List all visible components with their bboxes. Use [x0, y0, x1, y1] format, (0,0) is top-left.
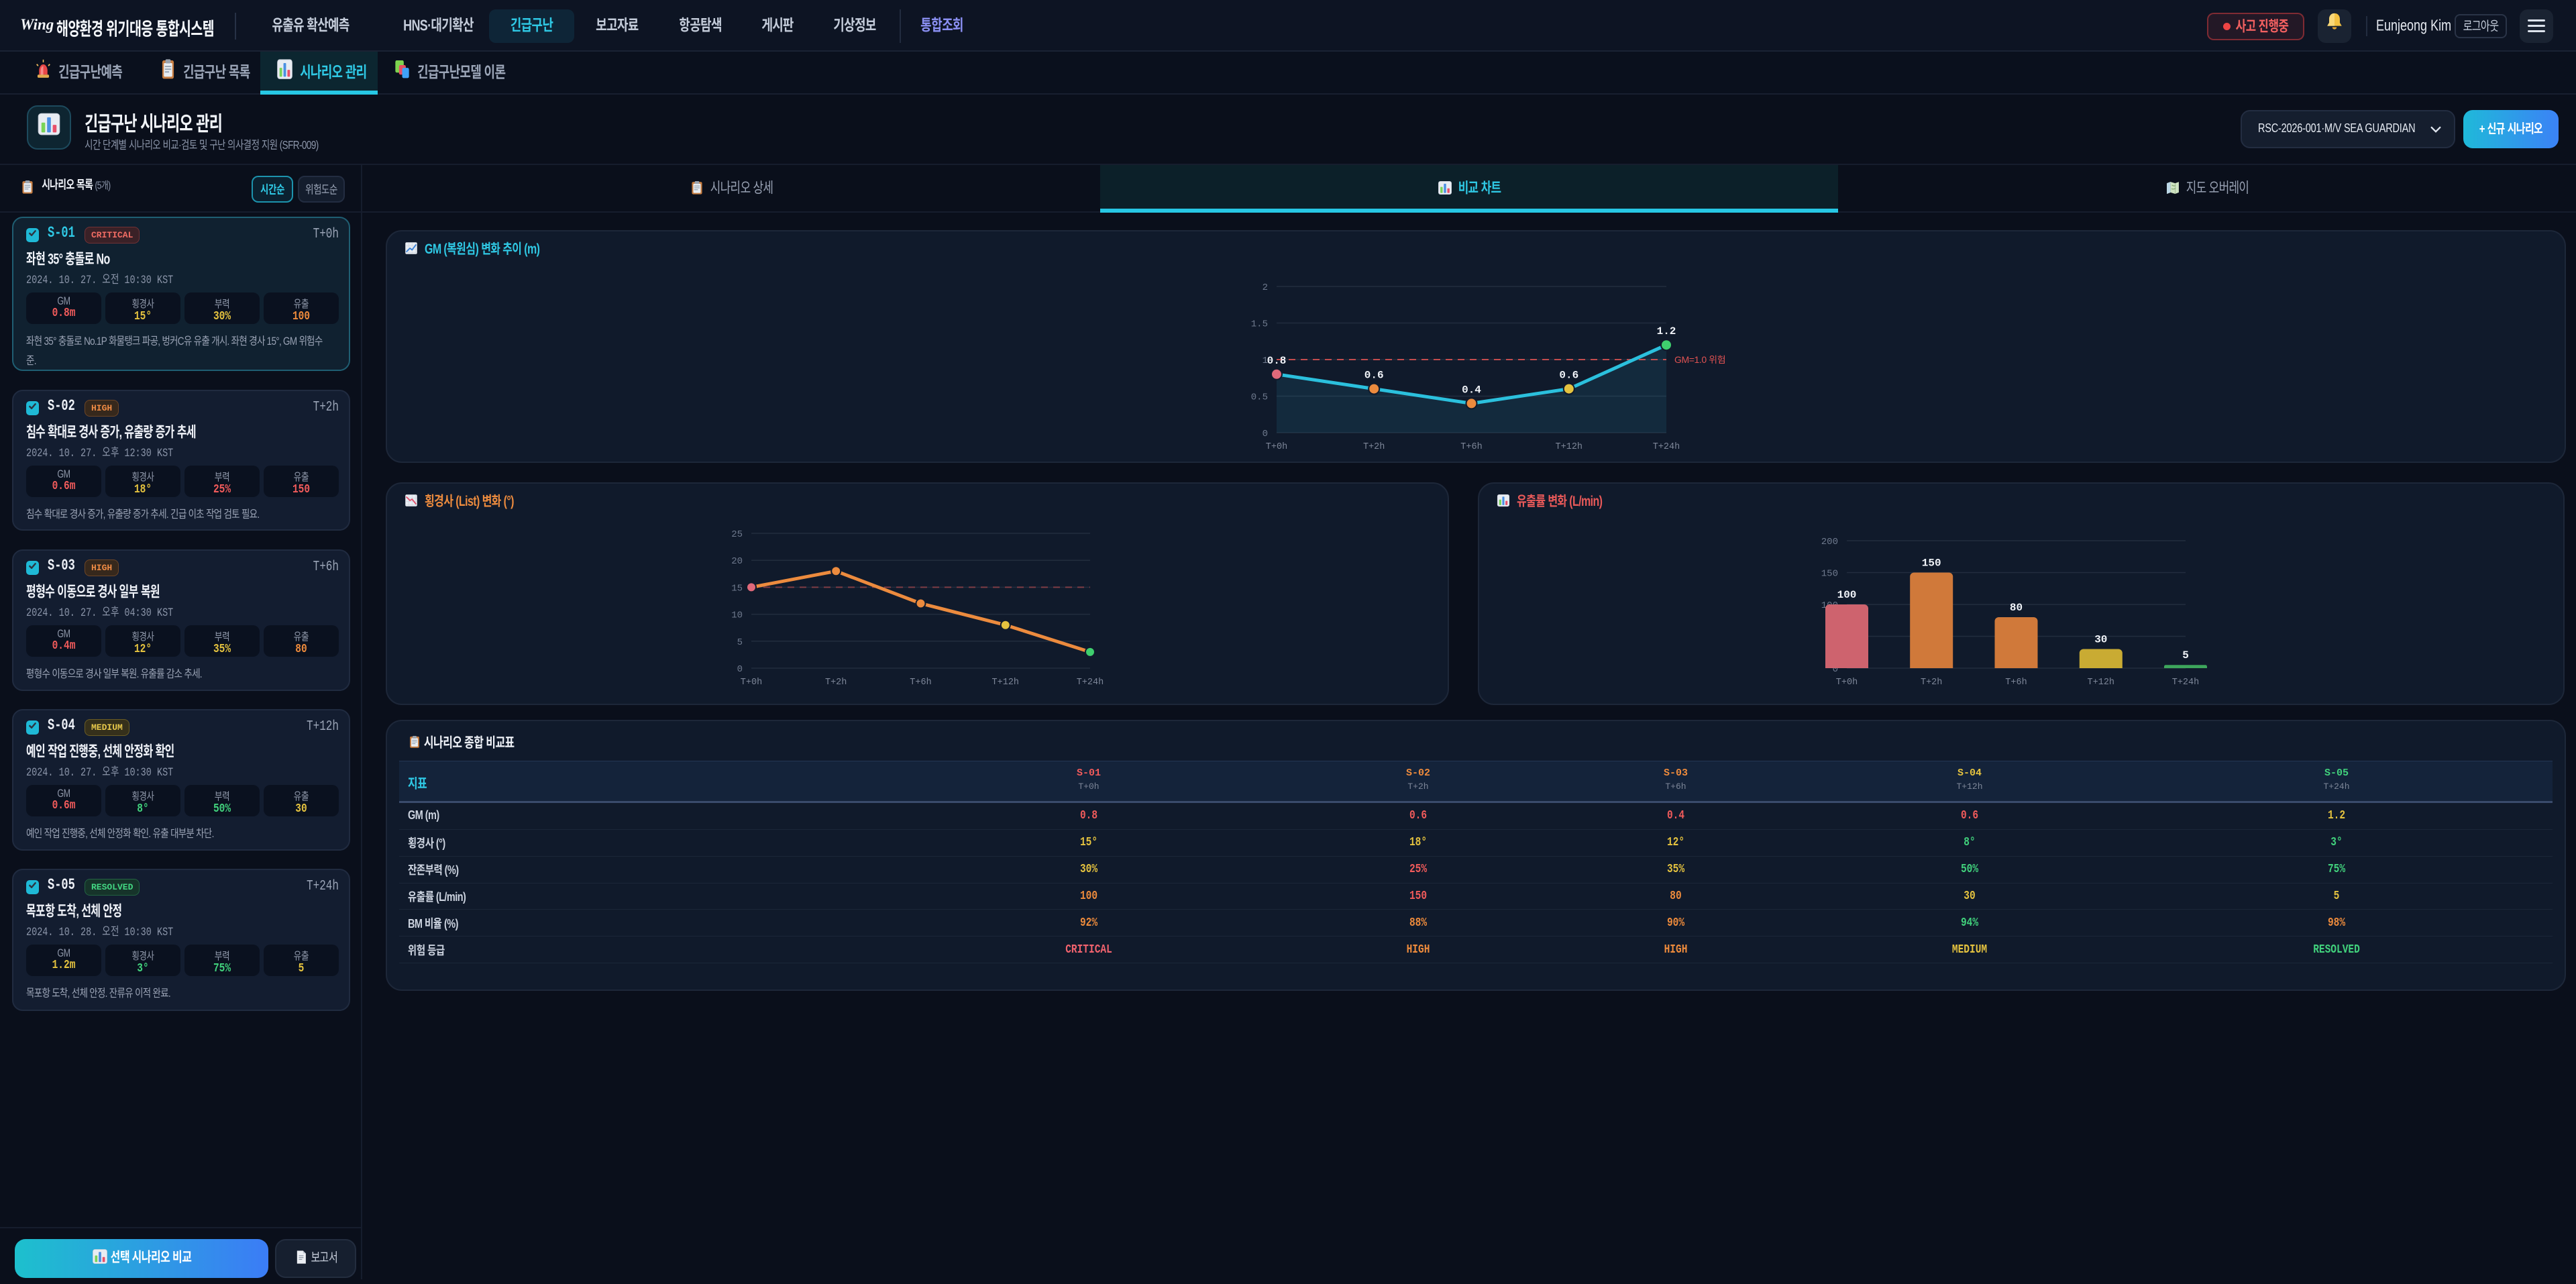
svg-text:T+24h: T+24h	[1653, 442, 1680, 452]
svg-text:T+24h: T+24h	[1077, 678, 1104, 688]
svg-text:0.4: 0.4	[1462, 384, 1481, 396]
svg-text:0.8: 0.8	[1267, 355, 1287, 367]
svg-text:1: 1	[1263, 356, 1268, 366]
svg-text:T+12h: T+12h	[992, 678, 1020, 688]
svg-text:0.6: 0.6	[1364, 370, 1384, 382]
svg-text:T+2h: T+2h	[1921, 678, 1942, 688]
svg-text:25: 25	[731, 529, 743, 540]
svg-text:T+6h: T+6h	[2005, 678, 2027, 688]
svg-text:T+12h: T+12h	[1556, 442, 1583, 452]
svg-text:0.6: 0.6	[1559, 370, 1578, 382]
svg-text:T+6h: T+6h	[1460, 442, 1482, 452]
svg-text:15: 15	[731, 583, 743, 594]
svg-text:10: 10	[731, 610, 743, 621]
svg-text:0: 0	[1263, 429, 1268, 439]
svg-text:T+6h: T+6h	[910, 678, 931, 688]
svg-text:T+0h: T+0h	[1266, 442, 1287, 452]
svg-text:200: 200	[1821, 537, 1838, 547]
svg-text:2: 2	[1263, 282, 1268, 293]
svg-text:0.5: 0.5	[1251, 392, 1268, 403]
svg-text:1.2: 1.2	[1657, 325, 1676, 337]
svg-text:T+0h: T+0h	[741, 678, 762, 688]
svg-text:80: 80	[2010, 602, 2023, 614]
svg-text:T+0h: T+0h	[1836, 678, 1858, 688]
svg-text:T+12h: T+12h	[2088, 678, 2115, 688]
svg-text:1.5: 1.5	[1251, 319, 1268, 330]
svg-text:150: 150	[1821, 569, 1838, 580]
svg-text:0: 0	[737, 664, 743, 675]
svg-text:T+24h: T+24h	[2172, 678, 2200, 688]
svg-text:20: 20	[731, 556, 743, 567]
svg-text:T+2h: T+2h	[825, 678, 847, 688]
svg-text:0: 0	[1833, 664, 1838, 675]
svg-text:150: 150	[1922, 557, 1941, 570]
svg-text:100: 100	[1837, 589, 1857, 601]
svg-text:30: 30	[2094, 634, 2107, 646]
svg-text:T+2h: T+2h	[1363, 442, 1385, 452]
svg-text:5: 5	[737, 637, 743, 648]
svg-text:GM=1.0 위험: GM=1.0 위험	[1674, 354, 1725, 365]
svg-text:5: 5	[2182, 649, 2189, 661]
